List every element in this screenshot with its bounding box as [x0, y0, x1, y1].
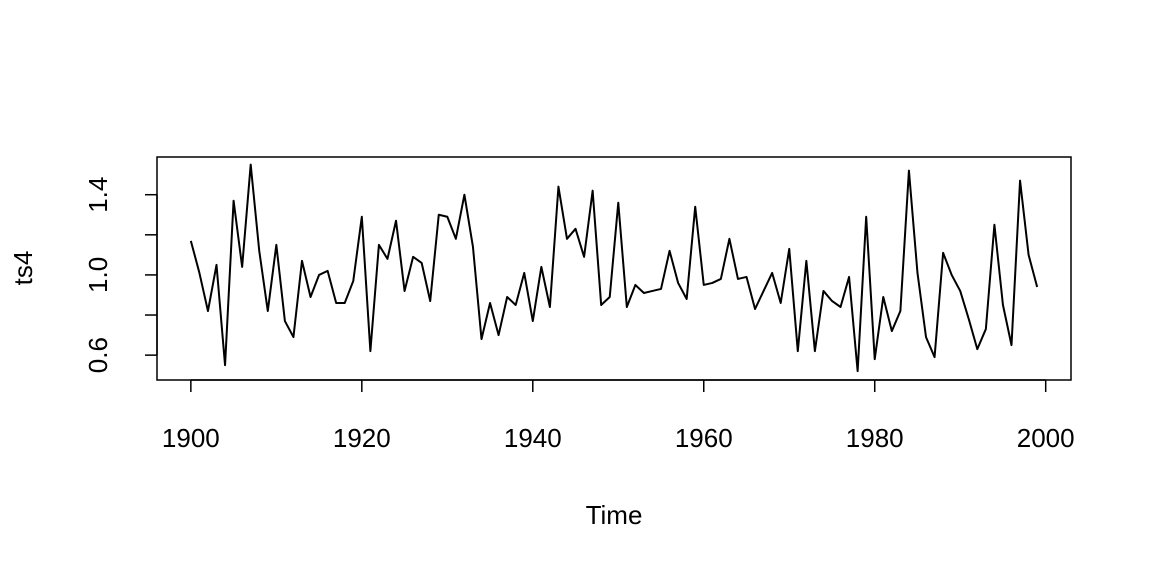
- x-axis-label: Time: [586, 500, 643, 530]
- x-tick-label: 1940: [504, 423, 562, 453]
- x-tick-label: 2000: [1017, 423, 1075, 453]
- x-tick-label: 1960: [675, 423, 733, 453]
- series-line: [189, 163, 1039, 373]
- x-tick-label: 1980: [846, 423, 904, 453]
- x-tick-label: 1900: [162, 423, 220, 453]
- y-axis-label: ts4: [8, 251, 38, 286]
- y-tick-label: 0.6: [83, 337, 113, 373]
- x-tick-label: 1920: [333, 423, 391, 453]
- y-tick-label: 1.4: [83, 177, 113, 213]
- y-tick-label: 1.0: [83, 257, 113, 293]
- plot-box: [156, 156, 1072, 381]
